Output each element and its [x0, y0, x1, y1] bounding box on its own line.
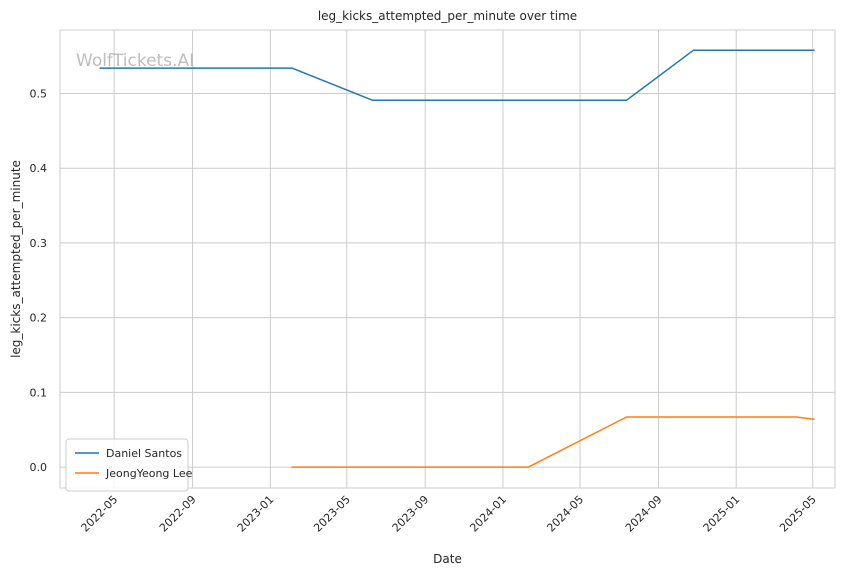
legend-box [65, 438, 189, 492]
legend-label-2: JeongYeong Lee [105, 467, 193, 480]
y-tick-label: 0.5 [30, 88, 48, 101]
watermark: WolfTickets.AI [76, 51, 194, 71]
x-axis-title: Date [433, 552, 462, 566]
legend: Daniel Santos JeongYeong Lee [65, 438, 193, 492]
chart-title: leg_kicks_attempted_per_minute over time [318, 9, 577, 23]
series-line-2 [291, 416, 815, 468]
y-axis-title: leg_kicks_attempted_per_minute [9, 160, 23, 358]
series-line-1 [99, 49, 815, 101]
y-tick-label: 0.3 [30, 237, 48, 250]
legend-label-1: Daniel Santos [106, 447, 182, 460]
y-tick-label: 0.0 [30, 461, 48, 474]
y-tick-label: 0.2 [30, 312, 48, 325]
y-tick-label: 0.1 [30, 386, 48, 399]
series-layer [99, 49, 815, 468]
y-tick-labels: 0.0 0.1 0.2 0.3 0.4 0.5 [30, 88, 48, 475]
y-tick-label: 0.4 [30, 162, 48, 175]
plot-frame [59, 29, 836, 489]
